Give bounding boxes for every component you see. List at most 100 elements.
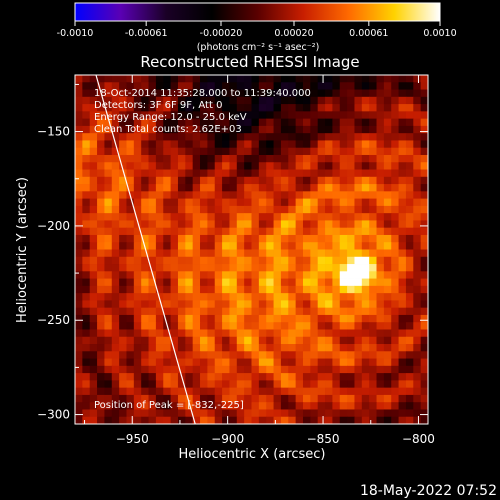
heatmap-cell (163, 220, 171, 229)
heatmap-cell (214, 133, 223, 141)
heatmap-cell (141, 111, 149, 120)
heatmap-cell (332, 336, 341, 345)
heatmap-cell (258, 213, 267, 221)
heatmap-cell (273, 213, 282, 221)
heatmap-cell (317, 329, 326, 338)
heatmap-cell (97, 344, 105, 352)
heatmap-cell (163, 205, 171, 214)
heatmap-cell (332, 176, 341, 185)
heatmap-cell (148, 293, 157, 301)
heatmap-cell (200, 104, 208, 112)
heatmap-cell (361, 176, 370, 185)
heatmap-cell (354, 314, 363, 323)
heatmap-cell (170, 75, 179, 83)
heatmap-cell (325, 329, 333, 338)
heatmap-cell (347, 176, 355, 185)
heatmap-cell (244, 125, 252, 134)
heatmap-cell (229, 184, 238, 192)
heatmap-cell (376, 227, 385, 236)
heatmap-cell (244, 307, 252, 316)
heatmap-cell (376, 380, 385, 389)
heatmap-cell (325, 147, 333, 156)
heatmap-cell (170, 184, 179, 192)
heatmap-cell (420, 227, 429, 236)
heatmap-cell (89, 293, 98, 301)
heatmap-cell (332, 278, 341, 287)
heatmap-cell (332, 198, 341, 207)
heatmap-cell (376, 220, 385, 229)
heatmap-cell (369, 213, 377, 221)
heatmap-cell (369, 89, 377, 98)
heatmap-cell (302, 380, 311, 389)
heatmap-cell (222, 96, 230, 105)
heatmap-cell (170, 140, 179, 149)
heatmap-cell (376, 133, 385, 141)
heatmap-cell (148, 344, 157, 352)
heatmap-cell (295, 249, 304, 258)
heatmap-cell (170, 147, 179, 156)
heatmap-cell (133, 154, 142, 163)
heatmap-cell (288, 82, 297, 90)
heatmap-cell (104, 227, 113, 236)
heatmap-cell (391, 176, 399, 185)
heatmap-cell (163, 154, 171, 163)
heatmap-cell (273, 220, 282, 229)
heatmap-cell (141, 300, 149, 309)
heatmap-cell (170, 358, 179, 367)
heatmap-cell (141, 271, 149, 279)
heatmap-cell (244, 249, 252, 258)
heatmap-cell (302, 96, 311, 105)
colorbar-tick-label: 0.0010 (423, 28, 456, 39)
heatmap-cell (185, 133, 194, 141)
heatmap-cell (207, 169, 216, 178)
heatmap-cell (177, 351, 186, 359)
heatmap-cell (89, 205, 98, 214)
axis-ticks: −950 −900 −850 −800−300−250−200−150 (37, 75, 435, 446)
heatmap-cell (420, 402, 429, 410)
heatmap-cell (302, 409, 311, 418)
heatmap-cell (302, 140, 311, 149)
heatmap-cell (148, 394, 157, 403)
heatmap-cell (405, 242, 414, 250)
heatmap-cell (347, 271, 355, 279)
heatmap-cell (302, 329, 311, 338)
heatmap-cell (207, 271, 216, 279)
heatmap-cell (141, 380, 149, 389)
heatmap-cell (192, 169, 201, 178)
heatmap-cell (119, 380, 127, 389)
heatmap-cell (288, 249, 297, 258)
heatmap-cell (251, 104, 260, 112)
heatmap-cell (302, 147, 311, 156)
heatmap-cell (170, 285, 179, 294)
heatmap-cell (170, 409, 179, 418)
heatmap-cell (207, 307, 216, 316)
heatmap-cell (266, 365, 274, 374)
heatmap-cell (200, 314, 208, 323)
heatmap-cell (89, 387, 98, 396)
heatmap-cell (266, 140, 274, 149)
heatmap-cell (258, 278, 267, 287)
heatmap-cell (280, 75, 289, 83)
heatmap-cell (177, 387, 186, 396)
heatmap-cell (97, 336, 105, 345)
heatmap-cell (141, 409, 149, 418)
heatmap-cell (89, 300, 98, 309)
heatmap-cell (244, 344, 252, 352)
heatmap-cell (148, 125, 157, 134)
heatmap-cell (163, 358, 171, 367)
heatmap-cell (280, 373, 289, 381)
heatmap-cell (155, 380, 164, 389)
heatmap-cell (398, 314, 407, 323)
heatmap-cell (295, 205, 304, 214)
heatmap-cell (244, 336, 252, 345)
heatmap-cell (75, 394, 83, 403)
heatmap-cell (369, 154, 377, 163)
heatmap-cell (398, 198, 407, 207)
heatmap-cell (273, 205, 282, 214)
heatmap-cell (325, 264, 333, 272)
heatmap-cell (82, 307, 91, 316)
heatmap-cell (302, 198, 311, 207)
heatmap-cell (339, 278, 348, 287)
heatmap-cell (339, 358, 348, 367)
heatmap-cell (251, 351, 260, 359)
